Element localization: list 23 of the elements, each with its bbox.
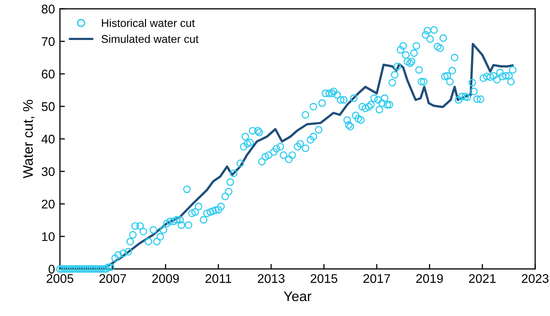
x-axis-title: Year (284, 291, 312, 302)
y-tick-label: 70 (42, 37, 55, 46)
x-tick-label: 2021 (469, 274, 496, 283)
y-tick-label: 20 (42, 200, 55, 209)
y-axis-title: Water cut, % (23, 100, 35, 178)
y-tick-label: 0 (48, 264, 55, 274)
x-tick-label: 2019 (416, 274, 443, 283)
y-tick-label: 60 (42, 70, 55, 79)
x-tick-label: 2023 (522, 274, 549, 283)
x-tick-label: 2013 (258, 274, 285, 283)
legend-label: Simulated water cut (102, 34, 199, 43)
x-tick-label: 2005 (46, 274, 74, 283)
x-tick-label: 2007 (99, 274, 126, 283)
y-tick-label: 30 (42, 167, 55, 176)
legend-label: Historical water cut (102, 18, 195, 28)
x-tick-label: 2015 (310, 274, 338, 283)
y-tick-label: 50 (42, 102, 55, 112)
x-tick-label: 2017 (363, 274, 390, 283)
y-tick-label: 40 (41, 134, 55, 144)
x-tick-label: 2011 (206, 274, 232, 283)
x-tick-label: 2009 (152, 274, 179, 283)
y-tick-label: 80 (42, 4, 55, 14)
y-tick-label: 10 (42, 232, 55, 242)
